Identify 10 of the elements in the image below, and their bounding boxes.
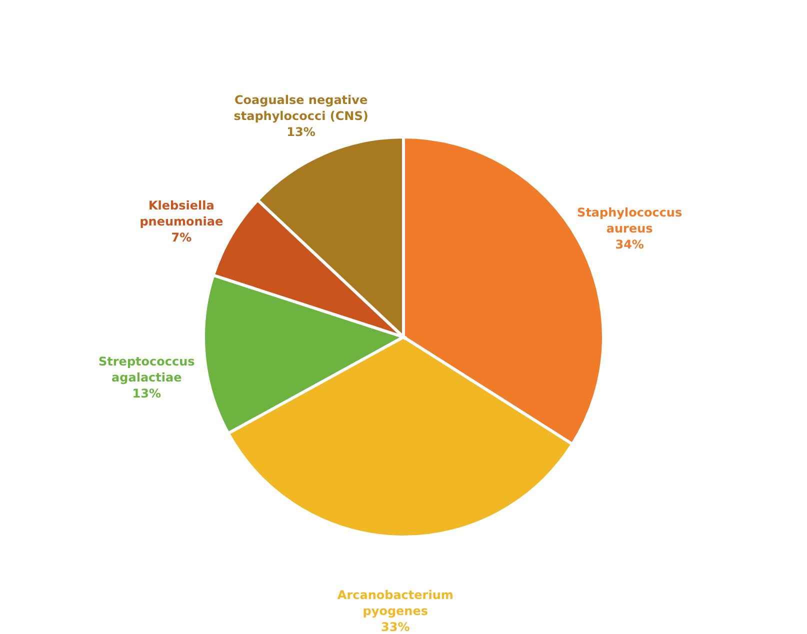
data-label: 7%	[171, 230, 192, 245]
slice-label: Staphylococcus aureus	[577, 206, 682, 236]
data-label: 33%	[381, 620, 410, 634]
data-label: 13%	[286, 125, 316, 140]
slice-label: Arcanobacterium pyogenes	[337, 588, 454, 618]
slice-label: Streptococcus agalactiae	[98, 354, 195, 384]
data-label: 13%	[132, 386, 162, 400]
data-label: 34%	[615, 238, 644, 252]
slice-label: Klebsiella pneumoniae	[140, 198, 224, 229]
slice-label: Coagualse negative staphylococci (CNS)	[234, 93, 368, 124]
